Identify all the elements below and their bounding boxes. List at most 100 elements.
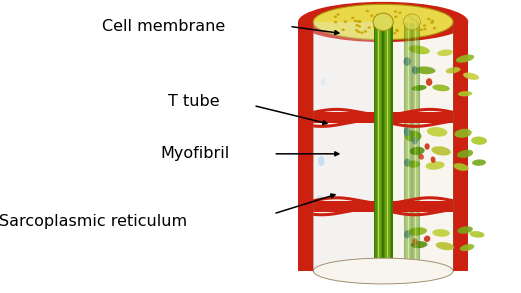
Ellipse shape [408, 45, 430, 54]
Bar [387, 23, 388, 270]
Ellipse shape [427, 127, 448, 137]
Circle shape [341, 28, 345, 31]
Ellipse shape [403, 14, 420, 30]
Ellipse shape [415, 67, 436, 74]
Bar [381, 23, 382, 270]
Ellipse shape [313, 258, 453, 284]
Bar [409, 23, 410, 270]
Bar [298, 201, 313, 212]
Ellipse shape [460, 244, 474, 251]
Ellipse shape [469, 231, 485, 238]
Circle shape [395, 29, 399, 31]
Circle shape [393, 32, 396, 34]
Bar [313, 22, 374, 271]
Circle shape [411, 18, 414, 21]
Circle shape [398, 12, 402, 14]
Circle shape [416, 28, 419, 31]
Ellipse shape [457, 150, 473, 158]
Ellipse shape [456, 54, 474, 63]
Bar [386, 23, 387, 270]
Ellipse shape [431, 156, 436, 163]
Ellipse shape [418, 154, 424, 160]
Ellipse shape [410, 147, 425, 155]
Bar [378, 23, 379, 270]
Ellipse shape [463, 72, 479, 80]
Ellipse shape [445, 67, 461, 74]
Text: Myofibril: Myofibril [160, 146, 229, 161]
Circle shape [414, 19, 418, 22]
Circle shape [423, 24, 426, 27]
Circle shape [334, 21, 337, 23]
Bar [453, 201, 468, 212]
Ellipse shape [321, 79, 326, 86]
Bar [407, 23, 409, 270]
Circle shape [394, 16, 398, 18]
Ellipse shape [471, 137, 487, 145]
Circle shape [366, 10, 369, 12]
Circle shape [431, 20, 434, 22]
Ellipse shape [426, 78, 432, 86]
Ellipse shape [431, 146, 451, 156]
Ellipse shape [412, 85, 427, 91]
Text: Cell membrane: Cell membrane [102, 19, 226, 34]
Ellipse shape [412, 66, 418, 74]
Circle shape [416, 21, 419, 23]
Ellipse shape [472, 159, 486, 166]
Circle shape [384, 23, 388, 25]
Bar [405, 23, 406, 270]
Circle shape [427, 18, 430, 20]
Bar [377, 23, 378, 270]
Ellipse shape [454, 129, 472, 138]
Bar [382, 23, 384, 270]
Ellipse shape [437, 50, 453, 56]
Bar [390, 23, 391, 270]
Bar [453, 22, 468, 271]
Circle shape [355, 24, 358, 26]
Ellipse shape [407, 227, 427, 236]
Bar [298, 112, 313, 123]
Bar [414, 23, 415, 270]
Circle shape [367, 26, 371, 29]
Circle shape [364, 30, 367, 33]
Circle shape [357, 20, 360, 23]
Circle shape [388, 28, 391, 31]
Ellipse shape [298, 2, 468, 42]
Ellipse shape [313, 4, 453, 40]
Circle shape [411, 17, 414, 20]
Ellipse shape [432, 229, 450, 237]
Circle shape [355, 29, 358, 32]
Bar [419, 23, 420, 270]
Circle shape [360, 32, 364, 34]
Circle shape [376, 14, 379, 16]
Bar [313, 112, 453, 123]
Ellipse shape [405, 131, 421, 142]
Ellipse shape [318, 111, 325, 123]
Bar [404, 23, 405, 270]
Ellipse shape [432, 85, 450, 91]
Circle shape [394, 10, 397, 13]
Bar [410, 23, 411, 270]
Ellipse shape [404, 127, 411, 136]
Ellipse shape [406, 160, 420, 168]
Bar [298, 22, 313, 271]
Ellipse shape [318, 156, 325, 166]
Bar [388, 23, 390, 270]
Ellipse shape [413, 238, 418, 245]
Circle shape [430, 21, 433, 24]
Bar [453, 112, 468, 123]
Circle shape [370, 14, 374, 17]
Ellipse shape [424, 236, 430, 242]
Bar [313, 22, 453, 271]
Bar [384, 23, 386, 270]
Bar [406, 23, 407, 270]
Ellipse shape [411, 241, 428, 248]
Bar [391, 23, 393, 270]
Ellipse shape [373, 13, 393, 31]
Circle shape [420, 28, 423, 31]
Bar [375, 23, 377, 270]
Bar [374, 23, 375, 270]
Circle shape [344, 21, 347, 23]
Ellipse shape [458, 91, 472, 96]
Ellipse shape [457, 226, 473, 234]
Ellipse shape [436, 242, 454, 250]
